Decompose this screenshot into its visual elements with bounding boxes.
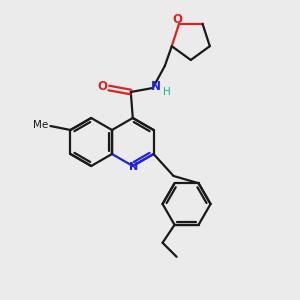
Text: H: H — [163, 87, 171, 97]
Text: Me: Me — [33, 120, 48, 130]
Text: N: N — [129, 162, 138, 172]
Text: O: O — [172, 13, 182, 26]
Text: O: O — [98, 80, 108, 94]
Text: N: N — [151, 80, 161, 94]
